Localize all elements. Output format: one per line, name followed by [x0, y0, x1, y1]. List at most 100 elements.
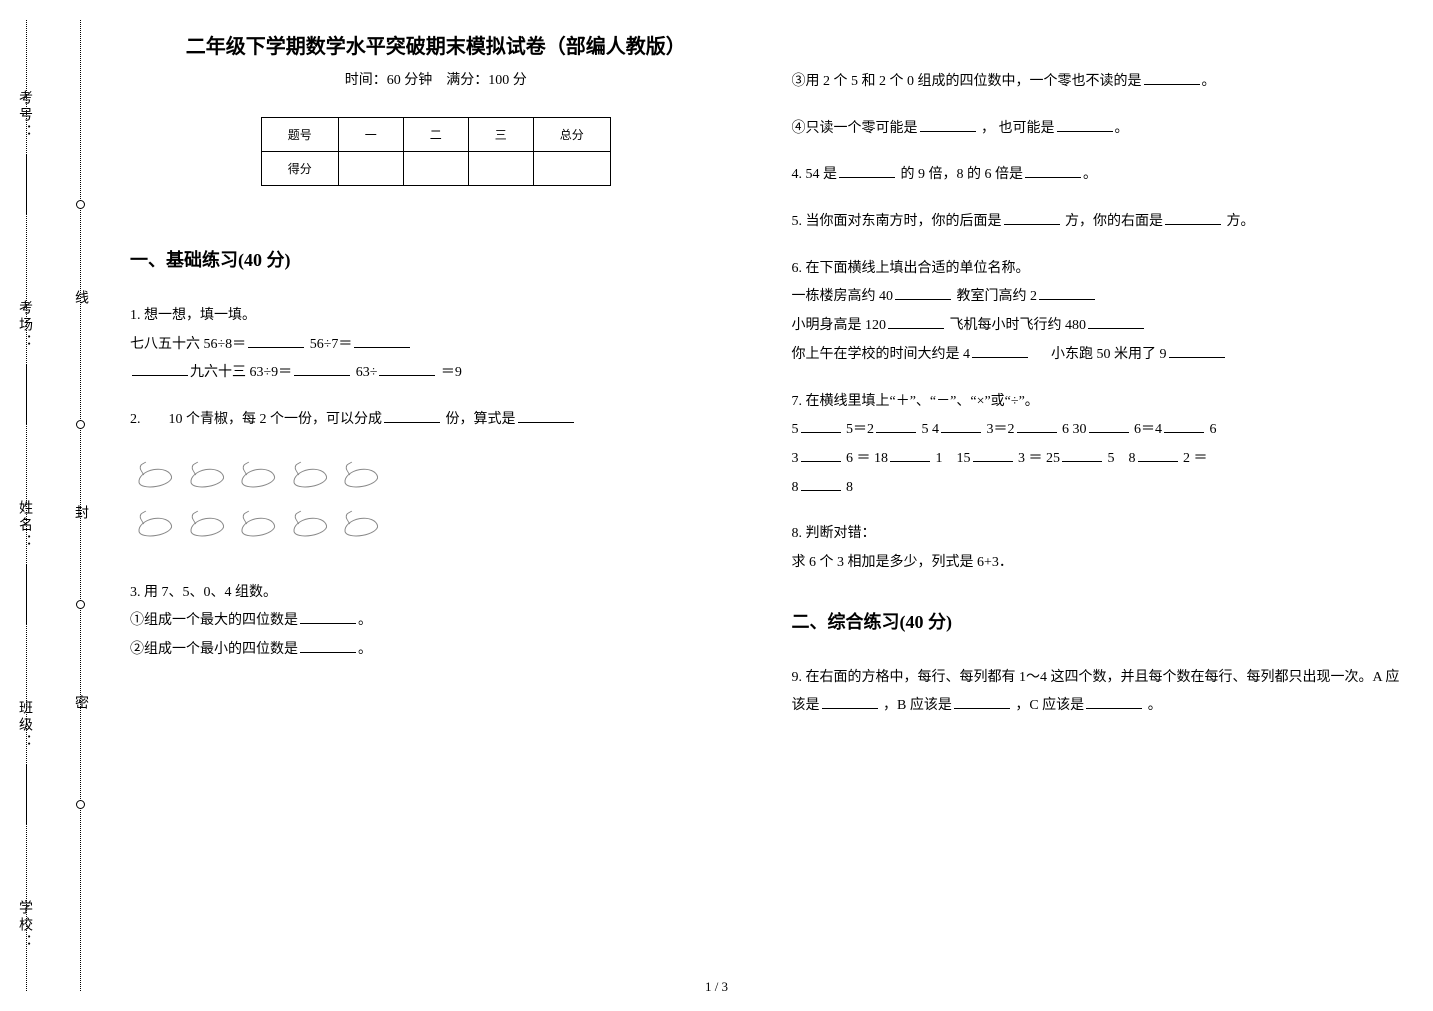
- blank-kaohao: [26, 155, 27, 215]
- q6-blank5: [972, 344, 1028, 358]
- score-cell-4: [533, 152, 610, 186]
- q3: 3. 用 7、5、0、4 组数。 ①组成一个最大的四位数是。 ②组成一个最小的四…: [130, 579, 742, 665]
- q1-line1b: 56÷7＝: [310, 337, 353, 352]
- q5: 5. 当你面对东南方时，你的后面是 方，你的右面是 方。: [792, 208, 1404, 237]
- q4-b: 的 9 倍，8 的 6 倍是: [901, 167, 1024, 182]
- q7-r1-2: 5 4: [922, 422, 940, 437]
- blank-banji: [26, 765, 27, 825]
- q7-r2-1: 6 ＝ 18: [846, 451, 888, 466]
- content-area: 二年级下学期数学水平突破期末模拟试卷（部编人教版） 时间：60 分钟 满分：10…: [130, 30, 1403, 981]
- q6-blank6: [1169, 344, 1225, 358]
- q7: 7. 在横线里填上“＋”、“－”、“×”或“÷”。 5 5＝2 5 4 3＝2 …: [792, 388, 1404, 503]
- q6-l1a: 一栋楼房高约 40: [792, 289, 894, 304]
- q7-r2-0: 3: [792, 451, 799, 466]
- q3-blank2: [300, 639, 356, 653]
- section1-heading: 一、基础练习(40 分): [130, 246, 742, 272]
- label-kaochang: 考场：: [14, 300, 34, 351]
- q7-r2-2: 1 15: [936, 451, 971, 466]
- q7-b12: [801, 477, 841, 491]
- q7-b2: [876, 419, 916, 433]
- seal-dot-3: [76, 600, 85, 609]
- q1-blank3: [132, 362, 188, 376]
- q7-stem: 7. 在横线里填上“＋”、“－”、“×”或“÷”。: [792, 388, 1404, 417]
- q2-a: 2. 10 个青椒，每 2 个一份，可以分成: [130, 412, 382, 427]
- q6-l3: 你上午在学校的时间大约是 4 小东跑 50 米用了 9: [792, 341, 1404, 370]
- q1-blank4: [294, 362, 350, 376]
- label-xuexiao: 学校：: [14, 900, 34, 951]
- pepper-icon: [287, 506, 331, 542]
- q4-a: 4. 54 是: [792, 167, 838, 182]
- q7-b7: [801, 448, 841, 462]
- page-number: 1 / 3: [705, 979, 728, 995]
- seal-dot-1: [76, 200, 85, 209]
- q8-stem: 8. 判断对错：: [792, 520, 1404, 549]
- pepper-icon: [235, 506, 279, 542]
- q7-b4: [1017, 419, 1057, 433]
- q1-line2a: 九六十三 63÷9＝: [190, 365, 292, 380]
- q3-p4b: ， 也可能是: [981, 121, 1055, 136]
- pepper-icon: [338, 457, 382, 493]
- q4-blank2: [1025, 164, 1081, 178]
- q1-line2c: ＝9: [441, 365, 462, 380]
- label-feng: 封: [70, 505, 90, 537]
- pepper-icon: [184, 506, 228, 542]
- q7-r1-1: 5＝2: [846, 422, 874, 437]
- score-h-4: 总分: [533, 118, 610, 152]
- q3-stem: 3. 用 7、5、0、4 组数。: [130, 579, 742, 608]
- q1-blank5: [379, 362, 435, 376]
- pepper-icon: [338, 506, 382, 542]
- q3-blank3: [1144, 71, 1200, 85]
- score-h-1: 一: [338, 118, 403, 152]
- q9-blank3: [1086, 695, 1142, 709]
- score-r2-label: 得分: [261, 152, 338, 186]
- q1-line1a: 七八五十六 56÷8＝: [130, 337, 246, 352]
- seal-dot-2: [76, 420, 85, 429]
- q3-blank5: [1057, 118, 1113, 132]
- q7-r2: 3 6 ＝ 18 1 15 3 ＝ 25 5 8 2 ＝: [792, 445, 1404, 474]
- q1-blank2: [354, 334, 410, 348]
- q8-body: 求 6 个 3 相加是多少，列式是 6+3．: [792, 549, 1404, 578]
- q7-r1-3: 3＝2: [987, 422, 1015, 437]
- q7-b1: [801, 419, 841, 433]
- pepper-icon: [235, 457, 279, 493]
- binding-margin: 考号： 考场： 姓名： 班级： 学校： 线 封 密: [0, 0, 110, 1011]
- q3-p2: ②组成一个最小的四位数是。: [130, 636, 742, 665]
- q7-r1-4: 6 30: [1062, 422, 1087, 437]
- page-subtitle: 时间：60 分钟 满分：100 分: [130, 69, 742, 89]
- seal-dot-4: [76, 800, 85, 809]
- pepper-icon: [132, 457, 176, 493]
- q2-b: 份，算式是: [446, 412, 516, 427]
- q5-c: 方。: [1227, 214, 1255, 229]
- q6: 6. 在下面横线上填出合适的单位名称。 一栋楼房高约 40 教室门高约 2 小明…: [792, 255, 1404, 370]
- q7-b11: [1138, 448, 1178, 462]
- label-xingming: 姓名：: [14, 500, 34, 551]
- section2-heading: 二、综合练习(40 分): [792, 608, 1404, 634]
- label-banji: 班级：: [14, 700, 34, 751]
- q3-end3: 。: [1202, 74, 1216, 89]
- q1-blank1: [248, 334, 304, 348]
- q7-b5: [1089, 419, 1129, 433]
- q7-r3-0: 8: [792, 480, 799, 495]
- q7-r2-3: 3 ＝ 25: [1018, 451, 1060, 466]
- q7-b9: [973, 448, 1013, 462]
- q2-blank2: [518, 409, 574, 423]
- q1-line2b: 63÷: [356, 365, 378, 380]
- q4-end: 。: [1083, 167, 1097, 182]
- q3-p3a: ③用 2 个 5 和 2 个 0 组成的四位数中，一个零也不读的是: [792, 74, 1142, 89]
- q6-l3b: 小东跑 50 米用了 9: [1034, 347, 1167, 362]
- q3-blank1: [300, 610, 356, 624]
- q6-l1: 一栋楼房高约 40 教室门高约 2: [792, 283, 1404, 312]
- q1-stem: 1. 想一想，填一填。: [130, 302, 742, 331]
- score-cell-2: [403, 152, 468, 186]
- q4-blank1: [839, 164, 895, 178]
- pepper-icon: [132, 506, 176, 542]
- q3-p4: ④只读一个零可能是 ， 也可能是。: [792, 115, 1404, 144]
- q3-p4a: ④只读一个零可能是: [792, 121, 918, 136]
- q7-r3: 8 8: [792, 474, 1404, 503]
- q6-l3a: 你上午在学校的时间大约是 4: [792, 347, 971, 362]
- q9-blank2: [954, 695, 1010, 709]
- q6-blank3: [888, 315, 944, 329]
- column-left: 二年级下学期数学水平突破期末模拟试卷（部编人教版） 时间：60 分钟 满分：10…: [130, 30, 742, 981]
- q3-end2: 。: [358, 642, 372, 657]
- q3-blank4: [920, 118, 976, 132]
